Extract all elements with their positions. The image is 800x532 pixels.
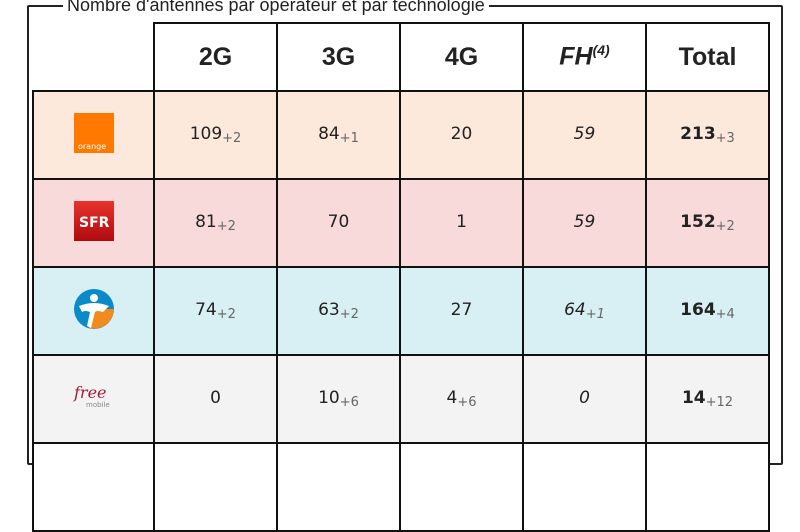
value-cell: 63+2 [276,266,401,356]
value-cell: 64+1 [522,266,647,356]
value: 1 [456,212,467,232]
value-cell: 81+2 [153,178,278,268]
value: 59 [573,124,596,144]
value-cell: 4+6 [399,354,524,444]
header-3g: 3G [276,22,401,92]
value: 10 [318,388,340,408]
operator-row-sfr: SFR 81+2 70 1 59 152+2 [32,178,770,268]
delta: +2 [216,307,236,322]
value: 0 [210,388,221,408]
partial-row [32,442,770,532]
value-cell: 70 [276,178,401,268]
empty-cell [399,442,524,532]
bouygues-logo-icon [73,288,115,335]
value: 63 [318,300,340,320]
orange-logo-icon: orange [73,112,114,158]
delta: +2 [715,219,735,234]
value-cell: 0 [522,354,647,444]
frame-title: Nombre d'antennes par opérateur et par t… [63,0,489,16]
delta: +3 [715,131,735,146]
value-cell: 0 [153,354,278,444]
value: 109 [189,124,223,144]
free-logo-icon: free mobile [72,382,116,417]
delta: +1 [585,307,605,322]
delta: +6 [457,395,477,410]
header-fh-label: FH [559,42,593,71]
header-2g: 2G [153,22,278,92]
sfr-logo-icon: SFR [73,200,114,246]
svg-text:mobile: mobile [86,401,110,409]
header-fh: FH(4) [522,22,647,92]
value: 164 [680,300,716,320]
empty-cell [153,442,278,532]
value-cell: 74+2 [153,266,278,356]
value: 213 [680,124,716,144]
value-cell: 84+1 [276,90,401,180]
value: 27 [450,300,473,320]
value-cell: 59 [522,178,647,268]
value-cell: 152+2 [645,178,770,268]
footnote-ref: (4) [592,42,610,59]
header-total: Total [645,22,770,92]
value-cell: 1 [399,178,524,268]
empty-cell [645,442,770,532]
delta: +2 [216,219,236,234]
value: 0 [579,388,590,408]
delta: +2 [339,307,359,322]
empty-cell [522,442,647,532]
header-4g: 4G [399,22,524,92]
value: 20 [450,124,473,144]
corner-cell [33,23,155,92]
svg-text:free: free [73,383,107,402]
value-cell: 14+12 [645,354,770,444]
header-row: 2G 3G 4G FH(4) Total [33,22,770,92]
operator-row-bouygues: 74+2 63+2 27 64+1 164+4 [32,266,770,356]
svg-text:orange: orange [78,142,106,151]
value: 14 [681,388,706,408]
delta: +4 [715,307,735,322]
delta: +1 [339,131,359,146]
value-cell: 109+2 [153,90,278,180]
operator-row-orange: orange 109+2 84+1 20 59 213+3 [32,90,770,180]
value: 152 [680,212,716,232]
antenna-table: 2G 3G 4G FH(4) Total orange 109+2 84+1 20 59… [32,22,770,532]
operator-row-free: free mobile 0 10+6 4+6 0 14+12 [32,354,770,444]
operator-logo-cell: SFR [32,178,155,268]
value-cell: 20 [399,90,524,180]
empty-cell [276,442,401,532]
empty-cell [32,442,155,532]
value-cell: 213+3 [645,90,770,180]
value: 70 [327,212,350,232]
value: 4 [446,388,458,408]
value-cell: 164+4 [645,266,770,356]
operator-logo-cell: orange [32,90,155,180]
operator-logo-cell: free mobile [32,354,155,444]
value-cell: 59 [522,90,647,180]
value-cell: 27 [399,266,524,356]
svg-text:SFR: SFR [79,215,110,231]
delta: +12 [705,395,734,410]
value: 64 [564,300,586,320]
delta: +6 [339,395,359,410]
operator-logo-cell [32,266,155,356]
value: 74 [195,300,217,320]
value: 81 [195,212,217,232]
value: 84 [318,124,340,144]
delta: +2 [222,131,242,146]
value: 59 [573,212,596,232]
value-cell: 10+6 [276,354,401,444]
